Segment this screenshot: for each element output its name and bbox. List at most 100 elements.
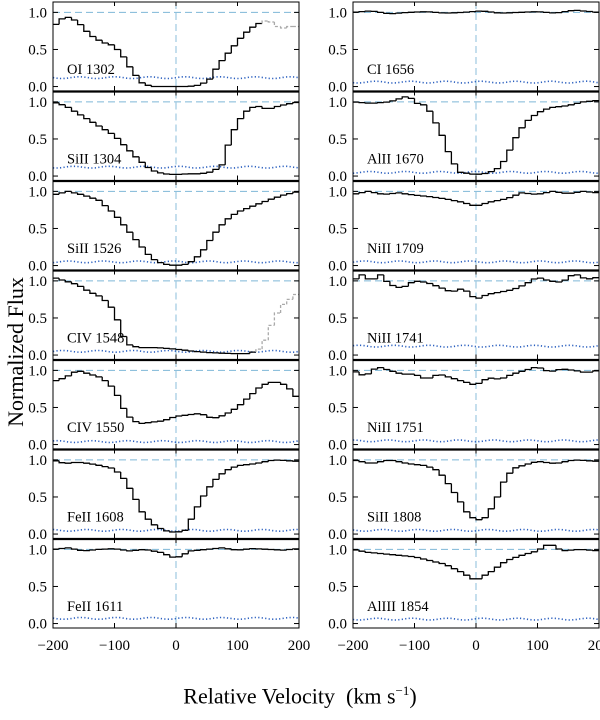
transition-label: AlII 1670 (367, 151, 424, 167)
transition-label: FeII 1611 (67, 599, 123, 615)
y-tick-label: 0.5 (28, 311, 47, 327)
x-tick-label: 100 (226, 638, 249, 654)
flux-spectrum (53, 190, 299, 266)
y-tick-label: 0.0 (28, 617, 47, 633)
y-tick-label: 0.0 (28, 80, 47, 96)
spectrum-panel: 0.0 0.5 1.0 SiII 1304 (28, 90, 300, 185)
y-tick-label: 0.5 (328, 311, 347, 327)
transition-label: NiII 1709 (367, 241, 424, 257)
y-tick-label: 0.0 (28, 348, 47, 364)
transition-label: NiII 1741 (367, 330, 424, 346)
y-tick-label: 0.0 (28, 438, 47, 454)
y-tick-label: 0.5 (328, 42, 347, 58)
x-tick-label: −100 (399, 638, 430, 654)
transition-label: CI 1656 (367, 62, 414, 78)
y-tick-label: 1.0 (28, 184, 47, 200)
flux-spectrum (353, 544, 599, 580)
y-tick-label: 0.5 (28, 42, 47, 58)
y-tick-label: 0.0 (28, 259, 47, 275)
y-tick-label: 0.5 (328, 490, 347, 506)
spectrum-panel: 0.0 0.5 1.0 SiII 1808 (328, 448, 600, 543)
y-tick-label: 0.0 (328, 527, 347, 543)
x-tick-label: −100 (99, 638, 130, 654)
y-tick-label: 0.0 (328, 259, 347, 275)
y-tick-label: 0.0 (28, 527, 47, 543)
y-tick-label: 1.0 (328, 95, 347, 111)
blended-flux (255, 293, 299, 353)
transition-label: CIV 1550 (67, 420, 124, 436)
flux-spectrum (53, 370, 299, 425)
y-tick-label: 1.0 (28, 363, 47, 379)
flux-spectrum (53, 16, 263, 88)
flux-spectrum (53, 459, 299, 533)
y-tick-label: 1.0 (28, 95, 47, 111)
x-tick-label: −200 (338, 638, 369, 654)
x-tick-label: 0 (172, 638, 180, 654)
x-axis-label-units-end: ) (409, 683, 417, 709)
y-tick-label: 0.0 (328, 80, 347, 96)
y-tick-label: 0.0 (328, 438, 347, 454)
x-axis-label-text: Relative Velocity (183, 683, 336, 709)
blended-flux (261, 20, 299, 29)
y-tick-label: 0.0 (328, 617, 347, 633)
transition-label: AlIII 1854 (367, 599, 429, 615)
flux-spectrum (53, 101, 299, 176)
y-tick-label: 0.5 (28, 400, 47, 416)
y-tick-label: 0.0 (328, 169, 347, 185)
spectrum-panel: 0.0 0.5 1.0 FeII 1611 −200 −100 0 100 200 (28, 537, 311, 654)
transition-label: SiII 1526 (67, 241, 121, 257)
y-tick-label: 1.0 (28, 5, 47, 21)
y-tick-label: 0.5 (328, 400, 347, 416)
y-tick-label: 0.0 (328, 348, 347, 364)
y-tick-label: 0.5 (328, 579, 347, 595)
x-axis-label-units: (km s (346, 683, 396, 709)
spectrum-panel: 0.0 0.5 1.0 CIV 1550 (28, 358, 300, 454)
flux-spectrum (53, 277, 256, 355)
transition-label: FeII 1608 (67, 509, 124, 525)
y-axis-label: Normalized Flux (3, 277, 28, 427)
y-tick-label: 1.0 (28, 274, 47, 290)
flux-spectrum (353, 366, 599, 385)
y-tick-label: 0.5 (328, 221, 347, 237)
y-tick-label: 0.0 (28, 169, 47, 185)
spectrum-panel: 0.0 0.5 1.0 OI 1302 (28, 1, 300, 96)
x-tick-label: 200 (288, 638, 311, 654)
spectrum-panel: 0.0 0.5 1.0 NiII 1741 (328, 269, 600, 364)
x-axis-label: Relative Velocity (km s−1) (0, 683, 600, 709)
y-tick-label: 0.5 (28, 490, 47, 506)
transition-label: NiII 1751 (367, 420, 424, 436)
flux-spectrum (353, 190, 599, 206)
spectrum-panel: 0.0 0.5 1.0 AlII 1670 (328, 90, 600, 185)
spectrum-panel: 0.0 0.5 1.0 NiII 1751 (328, 358, 600, 454)
transition-label: OI 1302 (67, 62, 115, 78)
y-tick-label: 1.0 (28, 542, 47, 558)
spectrum-panel: 0.0 0.5 1.0 NiII 1709 (328, 179, 600, 275)
flux-spectrum (353, 459, 599, 521)
y-tick-label: 1.0 (328, 184, 347, 200)
spectrum-panel: 0.0 0.5 1.0 CI 1656 (328, 1, 600, 96)
transition-label: SiII 1808 (367, 509, 421, 525)
flux-spectrum (353, 274, 599, 299)
y-tick-label: 0.5 (28, 579, 47, 595)
x-tick-label: 100 (526, 638, 549, 654)
y-tick-label: 1.0 (328, 453, 347, 469)
x-tick-label: 0 (472, 638, 480, 654)
y-tick-label: 0.5 (28, 132, 47, 148)
transition-label: SiII 1304 (67, 151, 122, 167)
transition-label: CIV 1548 (67, 330, 124, 346)
spectrum-panel: 0.0 0.5 1.0 SiII 1526 (28, 179, 300, 275)
x-axis-label-units-exponent: −1 (395, 683, 410, 698)
y-tick-label: 0.5 (328, 132, 347, 148)
y-tick-label: 1.0 (328, 274, 347, 290)
x-tick-label: 200 (588, 638, 600, 654)
x-tick-label: −200 (38, 638, 69, 654)
y-tick-label: 1.0 (328, 5, 347, 21)
y-tick-label: 1.0 (28, 453, 47, 469)
y-tick-label: 1.0 (328, 542, 347, 558)
y-tick-label: 0.5 (28, 221, 47, 237)
spectrum-panel: 0.0 0.5 1.0 FeII 1608 (28, 448, 300, 543)
spectrum-panel: 0.0 0.5 1.0 AlIII 1854 −200 −100 0 100 200 (328, 537, 600, 654)
y-tick-label: 1.0 (328, 363, 347, 379)
spectrum-panel: 0.0 0.5 1.0 CIV 1548 (28, 269, 300, 364)
